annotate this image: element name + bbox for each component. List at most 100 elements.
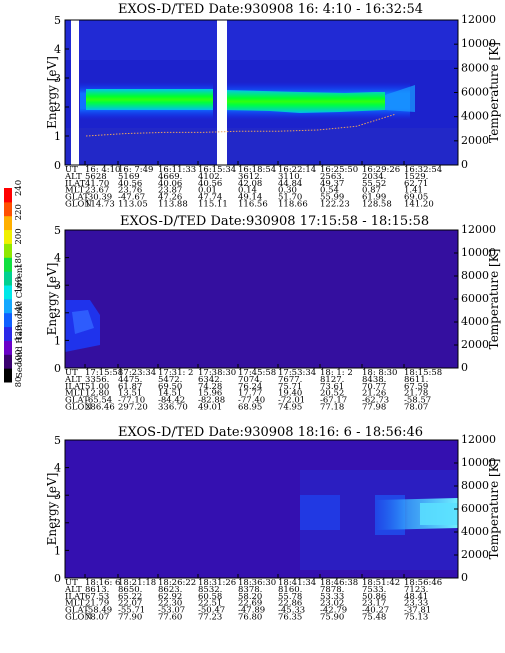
temperature-tick-label: 6000	[461, 502, 489, 515]
colorbar-tick-label: 180	[14, 253, 24, 269]
table-row-label: MLT	[65, 186, 85, 196]
table-cell: 75.90	[320, 613, 344, 623]
table-cell: 22.07	[118, 599, 142, 609]
table-cell: 21.78	[404, 389, 428, 399]
table-cell: 65.22	[118, 592, 142, 602]
table-cell: -62.73	[362, 396, 389, 406]
table-cell: 47.26	[158, 193, 182, 203]
table-cell: 4475.	[118, 375, 142, 385]
table-cell: 8438.	[362, 375, 386, 385]
colorbar-swatch	[4, 312, 12, 328]
table-cell: 62.92	[158, 592, 182, 602]
table-cell: 78.07	[85, 613, 109, 623]
time-tick-label: 17:53:34	[278, 368, 316, 378]
table-cell: 336.70	[158, 403, 188, 413]
table-cell: 76.24	[238, 382, 262, 392]
table-cell: 7533.	[362, 585, 386, 595]
table-cell: 74.28	[198, 382, 222, 392]
energy-tick-label: 0	[54, 159, 61, 172]
panel-2-heatmap	[65, 230, 458, 368]
table-cell: 5628	[85, 172, 107, 182]
panel-2-texture	[65, 230, 458, 368]
table-cell: 141.20	[404, 200, 434, 210]
panel-1: EXOS-D/TED Date:930908 16: 4:10 - 16:32:…	[45, 2, 501, 210]
panel-2: EXOS-D/TED Date:930908 17:15:58 - 18:15:…	[45, 214, 501, 413]
colorbar-label: Second Harmonic Current	[15, 264, 25, 378]
table-cell: 69.05	[404, 193, 428, 203]
table-cell: -47.89	[238, 606, 265, 616]
panel-1-energy-band-fade	[385, 85, 415, 112]
table-cell: 297.20	[118, 403, 148, 413]
table-cell: 70.77	[362, 382, 386, 392]
table-cell: 48.41	[404, 592, 428, 602]
table-cell: 8650.	[118, 585, 142, 595]
energy-tick-label: 2	[54, 517, 61, 530]
table-cell: 8613.	[85, 585, 109, 595]
colorbar-swatch	[4, 257, 12, 272]
colorbar-tick-label: 120	[14, 325, 24, 341]
table-row-label: GLAT	[65, 396, 89, 406]
colorbar-swatches	[4, 188, 12, 383]
table-cell: 12.80	[85, 389, 109, 399]
table-cell: 61.87	[118, 382, 142, 392]
energy-tick-label: 1	[54, 544, 61, 557]
time-tick-label: 18:56:46	[404, 578, 442, 588]
time-tick-label: 18:31:26	[198, 578, 236, 588]
table-cell: -58.49	[85, 606, 112, 616]
colorbar-tick-label: 240	[14, 180, 24, 196]
table-cell: 286.46	[85, 403, 115, 413]
table-row-label: ALT	[64, 375, 82, 385]
time-tick-label: 18:41:34	[278, 578, 316, 588]
table-cell: 77.60	[158, 613, 182, 623]
time-tick-label: 16:32:54	[404, 165, 442, 175]
table-cell: 7123.	[404, 585, 428, 595]
table-cell: 8532.	[198, 585, 222, 595]
temperature-axis-label: Temperature [K]	[487, 459, 501, 560]
table-cell: 0.01	[198, 186, 217, 196]
colorbar-swatch	[4, 201, 12, 217]
energy-tick-label: 3	[54, 72, 61, 85]
colorbar: 80 100 120 140 160 180 200 220 240 Second Harmon…	[4, 180, 25, 387]
table-cell: 55.99	[320, 193, 344, 203]
table-cell: 21.26	[362, 389, 386, 399]
table-cell: 3110.	[278, 172, 302, 182]
time-tick-label: 16:18:54	[238, 165, 276, 175]
table-cell: 49.37	[320, 179, 344, 189]
time-tick-label: 18:46:38	[320, 578, 358, 588]
table-row-label: MLT	[65, 599, 85, 609]
energy-tick-label: 5	[54, 434, 61, 447]
table-cell: -40.27	[362, 606, 389, 616]
panel-1-upper-haze	[65, 20, 458, 60]
time-tick-label: 18:51:42	[362, 578, 400, 588]
table-cell: 5472.	[158, 375, 182, 385]
table-cell: 5169	[118, 172, 140, 182]
panel-3-title: EXOS-D/TED Date:930908 18:16: 6 - 18:56:…	[118, 425, 423, 440]
table-cell: 2563.	[320, 172, 344, 182]
panel-2-background	[65, 230, 458, 368]
table-cell: -65.54	[85, 396, 112, 406]
time-tick-label: 17:45:58	[238, 368, 276, 378]
table-cell: 113.05	[118, 200, 148, 210]
colorbar-tick-label: 160	[14, 277, 24, 293]
colorbar-swatch	[4, 285, 12, 300]
table-cell: 67.53	[85, 592, 109, 602]
temperature-axis-label: Temperature [K]	[487, 42, 501, 143]
time-tick-label: 18:15:58	[404, 368, 442, 378]
panel-2-low-energy-core	[72, 310, 94, 334]
table-cell: -82.88	[198, 396, 225, 406]
time-tick-label: 17:23:34	[118, 368, 156, 378]
time-tick-label: 18: 8:30	[362, 368, 397, 378]
panel-1-title: EXOS-D/TED Date:930908 16: 4:10 - 16:32:…	[118, 2, 423, 17]
temperature-tick-label: 12000	[461, 223, 496, 236]
time-tick-label: 18: 1: 2	[320, 368, 353, 378]
temperature-axis-label: Temperature [K]	[487, 249, 501, 350]
time-tick-label: 17:15:58	[85, 368, 123, 378]
table-cell: -72.01	[278, 396, 305, 406]
table-cell: -77.10	[118, 396, 145, 406]
table-cell: -67.17	[320, 396, 347, 406]
table-cell: 21.79	[85, 599, 109, 609]
temperature-tick-label: 2000	[461, 548, 489, 561]
table-cell: 77.23	[198, 613, 222, 623]
table-cell: -55.71	[118, 606, 145, 616]
